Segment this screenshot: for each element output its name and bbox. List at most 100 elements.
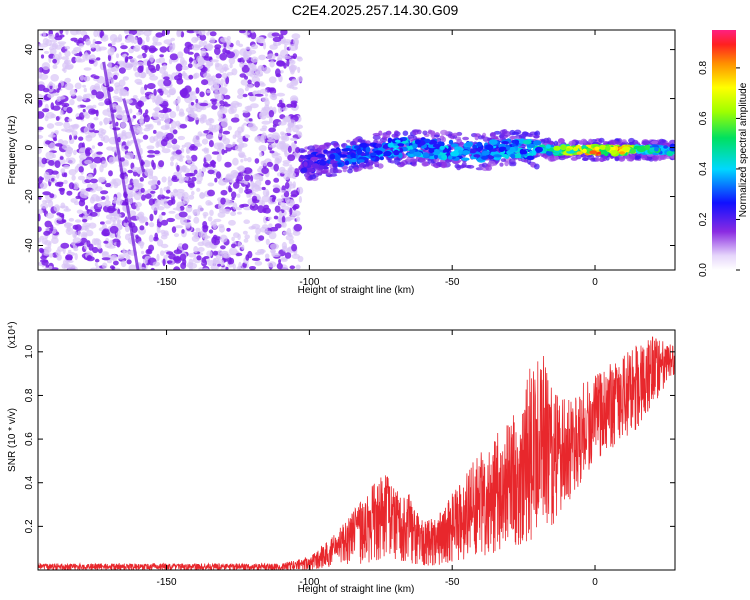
noise-point [133, 192, 142, 201]
noise-point [202, 211, 209, 217]
noise-point [67, 265, 76, 270]
noise-point [128, 264, 136, 270]
snr-x-ticks: -150 -100 -50 0 [157, 330, 598, 588]
x-tick-label: -100 [299, 277, 319, 288]
band-halo-point [353, 166, 359, 173]
noise-point [68, 217, 75, 222]
noise-point [110, 78, 115, 85]
x-tick-label: -50 [445, 277, 460, 288]
noise-point [267, 216, 272, 220]
band-core-point [319, 160, 327, 166]
noise-point [93, 167, 97, 176]
noise-point [176, 188, 185, 193]
noise-point [216, 154, 222, 162]
noise-point [276, 92, 286, 97]
noise-point [161, 196, 170, 200]
noise-point [296, 216, 301, 222]
noise-point [287, 145, 292, 153]
noise-point [219, 69, 225, 74]
band-core-point [448, 139, 454, 145]
noise-point [165, 122, 170, 128]
noise-point [188, 94, 197, 101]
noise-point [261, 120, 271, 125]
band-halo-point [346, 139, 351, 143]
signal-band [298, 129, 675, 182]
noise-point [39, 182, 48, 190]
band-halo-point [533, 135, 540, 139]
noise-point [150, 190, 156, 194]
band-core-point [522, 140, 532, 145]
noise-point [249, 266, 256, 270]
noise-point [136, 112, 142, 116]
noise-point [152, 162, 156, 170]
noise-point [272, 124, 277, 128]
noise-point [49, 39, 58, 43]
noise-point [128, 56, 133, 60]
noise-point [277, 121, 287, 126]
noise-point [139, 177, 144, 182]
noise-point [255, 36, 264, 43]
noise-point [194, 44, 202, 49]
noise-point [138, 117, 144, 124]
noise-point [224, 174, 234, 183]
noise-point [90, 189, 96, 193]
noise-point [139, 96, 147, 103]
noise-point [64, 77, 71, 83]
noise-point [153, 129, 157, 134]
noise-point [59, 188, 65, 195]
noise-point [148, 94, 156, 100]
noise-point [185, 205, 193, 213]
noise-point [254, 81, 260, 88]
noise-point [74, 82, 82, 90]
noise-point [48, 253, 54, 258]
noise-point [136, 139, 144, 143]
noise-point [76, 95, 83, 102]
noise-point [111, 41, 116, 46]
noise-point [90, 267, 98, 270]
noise-point [85, 134, 92, 139]
band-halo-point [348, 165, 354, 170]
noise-point [155, 141, 160, 149]
band-core-point [387, 142, 394, 148]
noise-point [282, 160, 291, 164]
noise-point [272, 187, 280, 194]
noise-point [297, 66, 301, 74]
band-core-point [545, 150, 553, 156]
noise-point [219, 100, 225, 105]
noise-point [242, 109, 250, 114]
noise-point [51, 237, 59, 244]
band-core-point [481, 155, 489, 160]
noise-point [160, 219, 169, 226]
band-halo-point [557, 138, 565, 144]
band-core-point [487, 155, 495, 160]
noise-point [64, 83, 74, 91]
noise-point [275, 68, 281, 77]
noise-point [73, 231, 78, 238]
noise-point [233, 232, 240, 239]
noise-point [195, 103, 201, 109]
noise-point [248, 118, 253, 122]
band-core-point [468, 148, 477, 154]
noise-point [215, 73, 222, 79]
band-halo-point [341, 165, 349, 170]
noise-point [205, 119, 212, 126]
noise-point [207, 169, 215, 175]
noise-point [265, 238, 270, 245]
band-halo-point [533, 163, 540, 170]
noise-point [266, 139, 276, 143]
noise-point [264, 253, 270, 259]
noise-point [69, 98, 75, 106]
noise-point [259, 83, 266, 87]
noise-point [208, 229, 214, 234]
noise-point [152, 261, 160, 267]
colorbar-ticks: 0.0 0.2 0.4 0.6 0.8 [698, 61, 740, 277]
spectrogram-frame [37, 29, 676, 271]
noise-point [270, 243, 279, 250]
noise-point [236, 174, 244, 182]
noise-point [65, 63, 74, 70]
noise-point [119, 224, 123, 230]
band-core-point [350, 153, 356, 158]
noise-point [214, 44, 222, 50]
noise-point [78, 148, 87, 155]
noise-point [89, 149, 94, 154]
